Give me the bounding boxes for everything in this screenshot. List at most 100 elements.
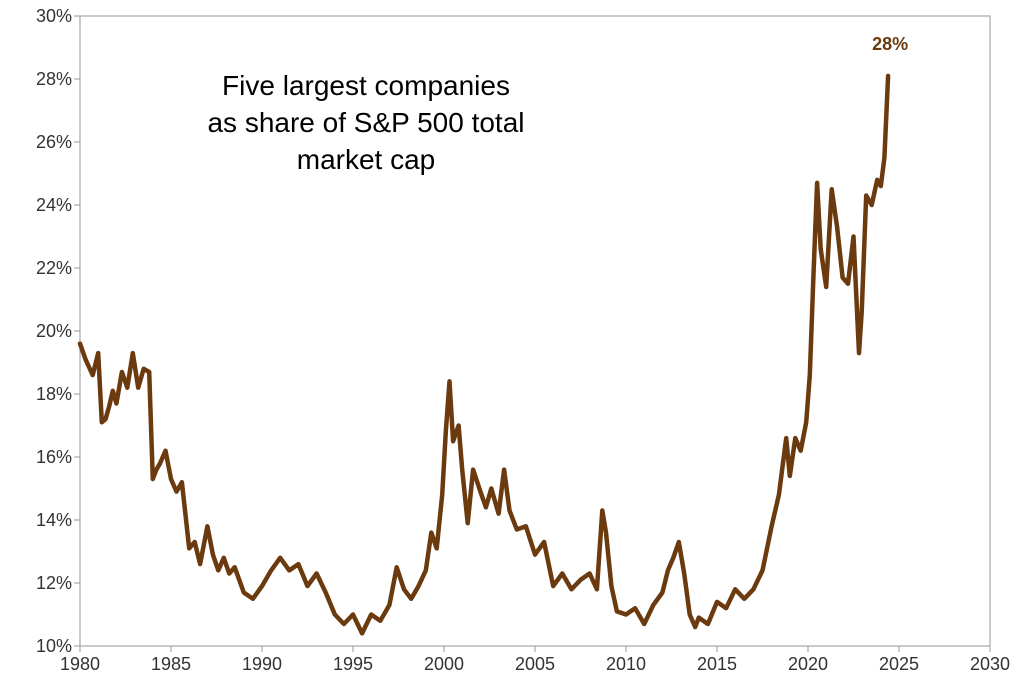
- data-point: [136, 386, 140, 390]
- data-point: [742, 597, 746, 601]
- y-tick-label: 18%: [36, 384, 72, 404]
- data-point: [588, 572, 592, 575]
- x-tick-label: 1990: [242, 654, 282, 674]
- data-point: [600, 509, 604, 512]
- data-point: [417, 584, 420, 588]
- chart-title-line-3: market cap: [297, 144, 436, 175]
- x-tick-label: 2020: [788, 654, 828, 674]
- data-point: [788, 474, 792, 478]
- data-point: [142, 367, 146, 371]
- data-point: [164, 449, 167, 453]
- y-axis-ticks: 10% 12% 14% 16% 18% 20% 22% 24% 26% 28% 30%: [36, 6, 80, 656]
- data-point: [306, 584, 309, 588]
- data-point: [651, 603, 655, 607]
- data-point: [169, 477, 173, 481]
- data-point: [857, 351, 861, 355]
- data-point: [508, 509, 511, 512]
- data-point: [409, 597, 413, 601]
- data-point: [804, 420, 808, 424]
- data-point: [824, 285, 828, 289]
- x-tick-label: 2030: [970, 654, 1010, 674]
- data-point: [387, 603, 391, 607]
- data-point: [815, 181, 819, 185]
- data-point: [860, 310, 864, 314]
- latest-value-annotation: 28%: [872, 34, 908, 54]
- data-point: [233, 565, 237, 569]
- data-point: [808, 373, 812, 377]
- y-tick-label: 30%: [36, 6, 72, 26]
- x-tick-label: 2015: [697, 654, 737, 674]
- data-point: [78, 342, 82, 346]
- data-point: [96, 351, 100, 355]
- data-point: [515, 528, 519, 531]
- data-point: [671, 556, 675, 560]
- data-point: [882, 156, 886, 160]
- data-point: [761, 568, 764, 572]
- data-point: [688, 613, 692, 616]
- series-group: [77, 73, 891, 636]
- data-point: [457, 424, 461, 427]
- y-tick-label: 20%: [36, 321, 72, 341]
- data-point: [180, 480, 184, 484]
- data-point: [697, 616, 701, 620]
- data-point: [227, 572, 231, 575]
- data-point: [211, 553, 215, 557]
- data-point: [187, 546, 191, 550]
- data-point: [682, 572, 686, 575]
- data-point: [533, 553, 537, 557]
- data-point: [770, 524, 774, 528]
- data-point: [120, 370, 124, 374]
- data-point: [724, 606, 728, 610]
- data-point: [841, 276, 845, 279]
- data-point: [569, 587, 573, 591]
- data-point: [100, 420, 104, 424]
- data-point: [205, 524, 209, 528]
- data-point: [216, 568, 220, 572]
- x-tick-label: 2005: [515, 654, 555, 674]
- y-tick-label: 24%: [36, 195, 72, 215]
- data-point: [242, 591, 246, 594]
- data-point: [351, 613, 355, 616]
- data-point: [222, 556, 226, 560]
- data-point: [402, 587, 406, 591]
- data-point: [812, 272, 815, 276]
- data-point: [104, 417, 107, 421]
- x-tick-label: 1995: [333, 654, 373, 674]
- data-point: [615, 609, 619, 613]
- data-point: [296, 562, 300, 566]
- data-point: [624, 613, 628, 616]
- x-tick-label: 1980: [60, 654, 100, 674]
- data-point: [751, 587, 755, 591]
- data-point: [733, 587, 737, 591]
- data-point: [660, 591, 664, 594]
- data-point: [471, 468, 475, 472]
- data-point: [360, 631, 364, 635]
- data-point: [260, 584, 264, 588]
- data-point: [852, 235, 855, 238]
- data-point: [835, 225, 839, 229]
- data-point: [429, 531, 433, 535]
- data-point: [715, 600, 719, 604]
- data-point: [369, 613, 373, 616]
- data-point: [879, 184, 883, 188]
- data-point: [324, 591, 328, 594]
- data-point: [706, 622, 710, 626]
- series-line: [77, 73, 891, 636]
- data-point: [666, 568, 670, 572]
- data-point: [793, 436, 797, 440]
- data-point: [609, 584, 613, 588]
- data-point: [315, 572, 319, 575]
- data-point: [435, 546, 439, 550]
- data-point: [633, 606, 637, 610]
- data-point: [342, 622, 346, 626]
- data-point: [542, 540, 546, 544]
- data-point: [777, 493, 781, 497]
- data-point: [333, 613, 337, 616]
- data-point: [864, 194, 868, 197]
- data-point: [478, 490, 482, 494]
- data-point: [560, 572, 564, 575]
- data-point: [489, 487, 493, 490]
- data-point: [484, 505, 488, 509]
- y-tick-label: 22%: [36, 258, 72, 278]
